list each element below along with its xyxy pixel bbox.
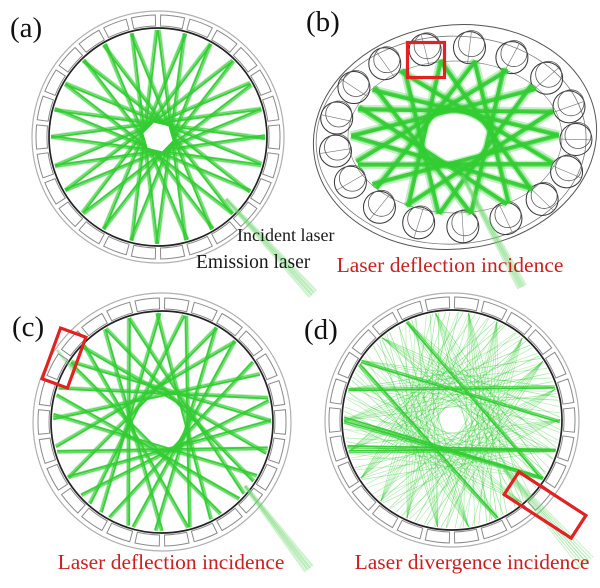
- panel-a-laser-rays: [50, 29, 266, 245]
- panel-c-laser-rays: [52, 312, 272, 532]
- exit-beam-c-0: [243, 484, 314, 573]
- highlight-box-b: [405, 40, 447, 80]
- highlight-box-c: [40, 325, 88, 391]
- annotation-emission-laser: Emission laser: [196, 252, 311, 273]
- panel-b-label: (b): [306, 6, 340, 38]
- panel-a-label: (a): [10, 12, 43, 44]
- panel-b-laser-rays: [349, 57, 560, 217]
- panel-d-diagram: [324, 292, 594, 569]
- panel-c-label: (c): [12, 311, 45, 343]
- panel-d-laser-rays: [343, 311, 561, 529]
- exit-beam-a-0: [224, 197, 318, 298]
- exit-beam-d-0: [502, 467, 594, 569]
- panel-b-caption: Laser deflection incidence: [336, 253, 564, 277]
- highlight-box-d: [501, 469, 589, 541]
- panel-b-diagram: [312, 23, 598, 290]
- annotation-incident-laser: Incident laser: [237, 225, 335, 245]
- panel-a-diagram: [31, 10, 318, 298]
- panel-c-caption: Laser deflection incidence: [57, 550, 285, 574]
- panel-d-caption: Laser divergence incidence: [354, 550, 590, 574]
- panel-d-label: (d): [304, 314, 338, 346]
- exit-beam-b-0: [459, 173, 527, 290]
- panel-c-diagram: [32, 292, 314, 573]
